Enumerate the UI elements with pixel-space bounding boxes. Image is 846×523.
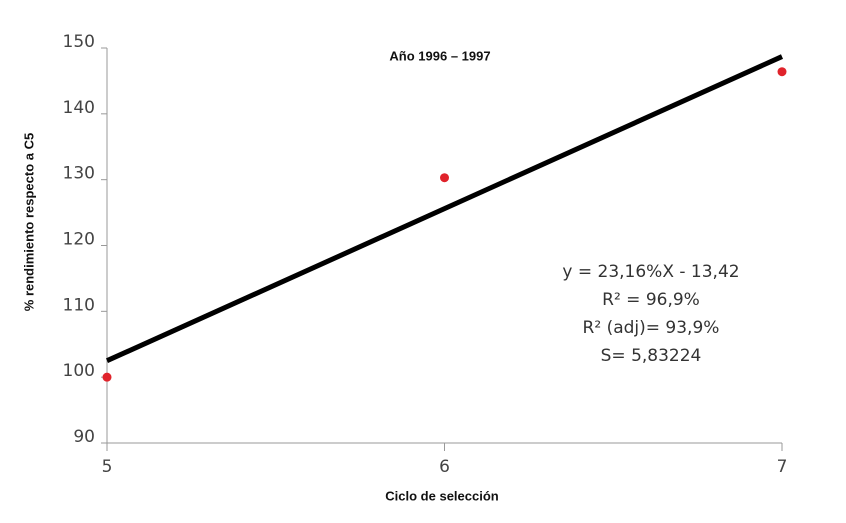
annotation: R² = 96,9% — [602, 290, 700, 310]
regression-line — [105, 54, 784, 363]
y-tick-label: 90 — [73, 427, 95, 447]
data-point — [440, 173, 449, 183]
x-tick-label: 7 — [777, 457, 788, 477]
y-tick-label: 130 — [63, 164, 95, 184]
y-tick-label: 110 — [63, 295, 95, 315]
x-tick-label: 5 — [102, 457, 113, 477]
x-axis-label: Ciclo de selección — [385, 488, 498, 503]
y-tick-label: 100 — [63, 361, 95, 381]
annotation: R² (adj)= 93,9% — [583, 318, 720, 338]
chart-title: Año 1996 – 1997 — [389, 48, 490, 63]
data-point — [777, 67, 787, 77]
y-tick-label: 140 — [63, 98, 95, 118]
x-tick-label: 6 — [439, 457, 450, 477]
y-tick-label: 120 — [63, 230, 95, 250]
data-point — [102, 372, 112, 382]
annotation: y = 23,16%X - 13,42 — [562, 262, 739, 282]
y-tick-label: 150 — [63, 32, 95, 52]
y-axis-label: % rendimiento respecto a C5 — [21, 133, 36, 311]
annotation: S= 5,83224 — [601, 346, 702, 366]
